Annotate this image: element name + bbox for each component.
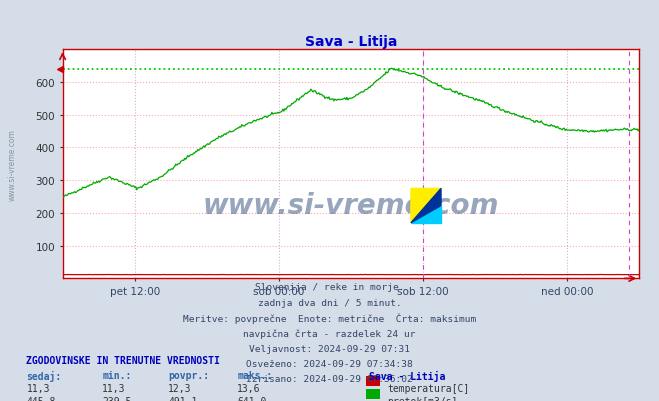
Text: 11,3: 11,3 <box>26 383 50 393</box>
Text: navpična črta - razdelek 24 ur: navpična črta - razdelek 24 ur <box>243 328 416 338</box>
Text: Slovenija / reke in morje.: Slovenija / reke in morje. <box>255 283 404 292</box>
Text: sedaj:: sedaj: <box>26 370 61 381</box>
Text: ZGODOVINSKE IN TRENUTNE VREDNOSTI: ZGODOVINSKE IN TRENUTNE VREDNOSTI <box>26 355 220 365</box>
Text: temperatura[C]: temperatura[C] <box>387 383 470 393</box>
Text: 12,3: 12,3 <box>168 383 192 393</box>
Text: zadnja dva dni / 5 minut.: zadnja dva dni / 5 minut. <box>258 298 401 307</box>
Title: Sava - Litija: Sava - Litija <box>304 35 397 49</box>
Text: 445,8: 445,8 <box>26 396 56 401</box>
Polygon shape <box>411 206 441 223</box>
Text: 641,0: 641,0 <box>237 396 267 401</box>
Text: Osveženo: 2024-09-29 07:34:38: Osveženo: 2024-09-29 07:34:38 <box>246 359 413 368</box>
Text: Meritve: povprečne  Enote: metrične  Črta: maksimum: Meritve: povprečne Enote: metrične Črta:… <box>183 313 476 324</box>
Polygon shape <box>411 189 441 223</box>
Text: 13,6: 13,6 <box>237 383 261 393</box>
Text: Sava - Litija: Sava - Litija <box>369 370 445 381</box>
Polygon shape <box>411 189 441 223</box>
Text: www.si-vreme.com: www.si-vreme.com <box>7 129 16 200</box>
Text: 491,1: 491,1 <box>168 396 198 401</box>
Text: povpr.:: povpr.: <box>168 370 209 380</box>
Text: Veljavnost: 2024-09-29 07:31: Veljavnost: 2024-09-29 07:31 <box>249 344 410 352</box>
Text: Izrisano: 2024-09-29 07:36:02: Izrisano: 2024-09-29 07:36:02 <box>246 374 413 383</box>
Text: 239,5: 239,5 <box>102 396 132 401</box>
Text: www.si-vreme.com: www.si-vreme.com <box>203 192 499 219</box>
Text: pretok[m3/s]: pretok[m3/s] <box>387 396 458 401</box>
Text: min.:: min.: <box>102 370 132 380</box>
Text: 11,3: 11,3 <box>102 383 126 393</box>
Text: maks.:: maks.: <box>237 370 272 380</box>
